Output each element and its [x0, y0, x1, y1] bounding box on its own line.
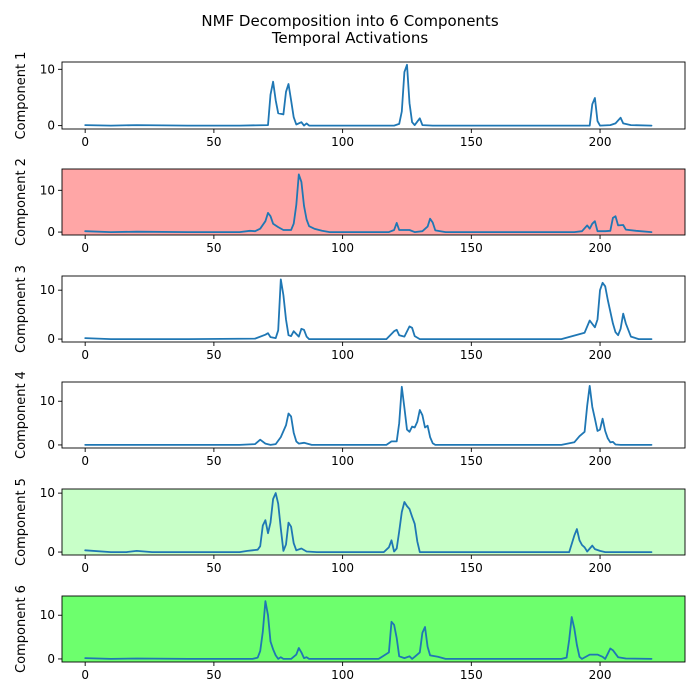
- x-tick-label: 200: [589, 241, 612, 255]
- activation-line-1: [84, 63, 653, 127]
- subplot-2: 0 50 100 150 200 0 10 Component 2: [14, 158, 686, 255]
- axes-frame-6: [61, 595, 686, 663]
- x-tick-label: 0: [81, 135, 89, 149]
- x-tick-label: 200: [589, 454, 612, 468]
- x-tick-label: 150: [460, 348, 483, 362]
- axes-frame-3: [61, 275, 686, 343]
- subplot-1: 0 50 100 150 200 0 10 Component 1: [14, 52, 686, 149]
- axes-frame-4: [61, 381, 686, 449]
- y-tick-label: 0: [47, 225, 55, 239]
- y-tick-label: 10: [40, 62, 55, 76]
- x-tick-label: 50: [206, 561, 221, 575]
- x-tick-label: 150: [460, 668, 483, 682]
- axes-frame-5: [61, 488, 686, 556]
- activation-line-6: [84, 600, 653, 660]
- x-tick-label: 150: [460, 561, 483, 575]
- x-tick-label: 100: [331, 668, 354, 682]
- y-tick-label: 10: [40, 486, 55, 500]
- y-tick-label: 10: [40, 183, 55, 197]
- x-tick-label: 200: [589, 561, 612, 575]
- x-tick-label: 0: [81, 561, 89, 575]
- x-tick-label: 150: [460, 454, 483, 468]
- y-tick-label: 0: [47, 652, 55, 666]
- activation-line-2: [84, 173, 653, 234]
- x-tick-label: 50: [206, 454, 221, 468]
- x-tick-label: 50: [206, 348, 221, 362]
- y-axis-label-4: Component 4: [14, 371, 29, 459]
- subplot-3: 0 50 100 150 200 0 10 Component 3: [14, 265, 686, 362]
- x-tick-label: 200: [589, 135, 612, 149]
- y-tick-label: 10: [40, 608, 55, 622]
- x-tick-label: 100: [331, 561, 354, 575]
- x-tick-label: 100: [331, 135, 354, 149]
- y-axis-label-5: Component 5: [14, 478, 29, 566]
- plot-area-1: [62, 62, 685, 129]
- subplot-5: 0 50 100 150 200 0 10 Component 5: [14, 478, 686, 575]
- y-tick-label: 10: [40, 394, 55, 408]
- x-tick-label: 100: [331, 454, 354, 468]
- subplot-4: 0 50 100 150 200 0 10 Component 4: [14, 371, 686, 468]
- plot-area-6: [62, 596, 685, 662]
- y-axis-label-3: Component 3: [14, 265, 29, 353]
- figure-title-line2: Temporal Activations: [271, 29, 429, 47]
- x-tick-label: 0: [81, 668, 89, 682]
- axes-frame-2: [61, 168, 686, 236]
- y-tick-label: 0: [47, 332, 55, 346]
- activation-line-3: [84, 278, 653, 341]
- x-tick-label: 0: [81, 348, 89, 362]
- y-axis-label-2: Component 2: [14, 158, 29, 246]
- plot-area-3: [62, 276, 685, 342]
- x-tick-label: 0: [81, 241, 89, 255]
- y-axis-label-1: Component 1: [14, 52, 29, 140]
- figure-title-line1: NMF Decomposition into 6 Components: [201, 12, 498, 30]
- x-tick-label: 50: [206, 241, 221, 255]
- x-tick-label: 150: [460, 241, 483, 255]
- x-tick-label: 50: [206, 668, 221, 682]
- x-tick-label: 150: [460, 135, 483, 149]
- x-tick-label: 100: [331, 348, 354, 362]
- plot-area-2: [62, 169, 685, 235]
- plot-area-4: [62, 382, 685, 448]
- activation-line-4: [84, 384, 653, 446]
- activation-line-5: [84, 492, 653, 553]
- y-tick-label: 0: [47, 545, 55, 559]
- y-tick-label: 10: [40, 283, 55, 297]
- axes-frame-1: [61, 61, 686, 130]
- x-tick-label: 200: [589, 348, 612, 362]
- x-tick-label: 200: [589, 668, 612, 682]
- y-tick-label: 0: [47, 438, 55, 452]
- subplot-6: 0 50 100 150 200 0 10 Component 6: [14, 585, 686, 682]
- x-tick-label: 0: [81, 454, 89, 468]
- y-axis-label-6: Component 6: [14, 585, 29, 673]
- x-tick-label: 50: [206, 135, 221, 149]
- x-tick-label: 100: [331, 241, 354, 255]
- y-tick-label: 0: [47, 119, 55, 133]
